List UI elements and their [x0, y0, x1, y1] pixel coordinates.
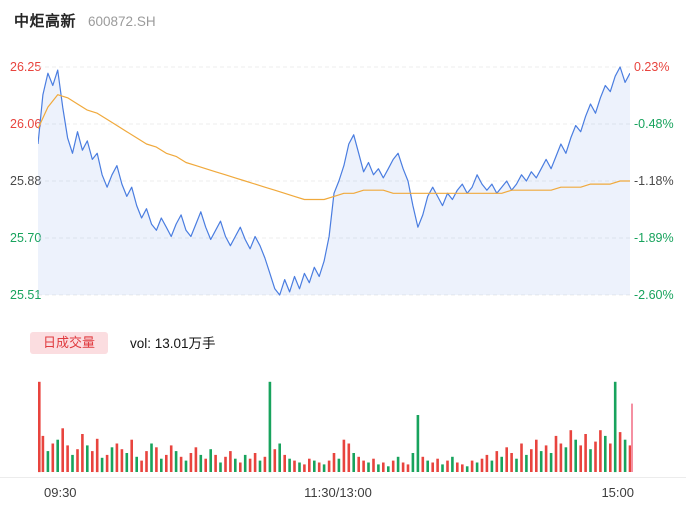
price-axis-label: 26.06 [10, 117, 42, 131]
volume-tab[interactable]: 日成交量 [30, 332, 109, 354]
price-axis-label: 25.88 [10, 174, 42, 188]
price-chart-area: 26.25 26.06 25.88 25.70 25.51 0.23% -0.48% -1.… [0, 40, 686, 320]
stock-name: 中炬高新 [14, 13, 77, 30]
pct-axis-label: -1.18% [634, 174, 674, 188]
price-area-fill [38, 67, 630, 295]
header: 中炬高新 600872.SH [14, 10, 156, 32]
time-label-open: 09:30 [44, 485, 77, 500]
price-line [38, 66, 630, 296]
price-axis-label: 25.51 [10, 288, 42, 302]
time-label-mid: 11:30/13:00 [304, 485, 372, 500]
pct-axis-label: -0.48% [634, 117, 674, 131]
pct-axis-label: -2.60% [634, 288, 674, 302]
price-axis-label: 25.70 [10, 231, 42, 245]
intraday-price-chart[interactable] [38, 40, 630, 320]
time-axis: 09:30 11:30/13:00 15:00 [0, 477, 686, 508]
volume-chart-svg [38, 381, 633, 473]
pct-axis-label: -1.89% [634, 231, 674, 245]
stock-code: 600872.SH [88, 14, 156, 29]
time-label-close: 15:00 [601, 485, 634, 500]
volume-value: vol: 13.01万手 [130, 336, 216, 351]
avg-price-line [38, 94, 630, 201]
price-chart-svg [38, 66, 630, 296]
volume-header: 日成交量 vol: 13.01万手 [0, 332, 686, 356]
volume-chart[interactable] [38, 372, 633, 473]
pct-axis-label: 0.23% [634, 60, 670, 74]
price-axis-label: 26.25 [10, 60, 42, 74]
